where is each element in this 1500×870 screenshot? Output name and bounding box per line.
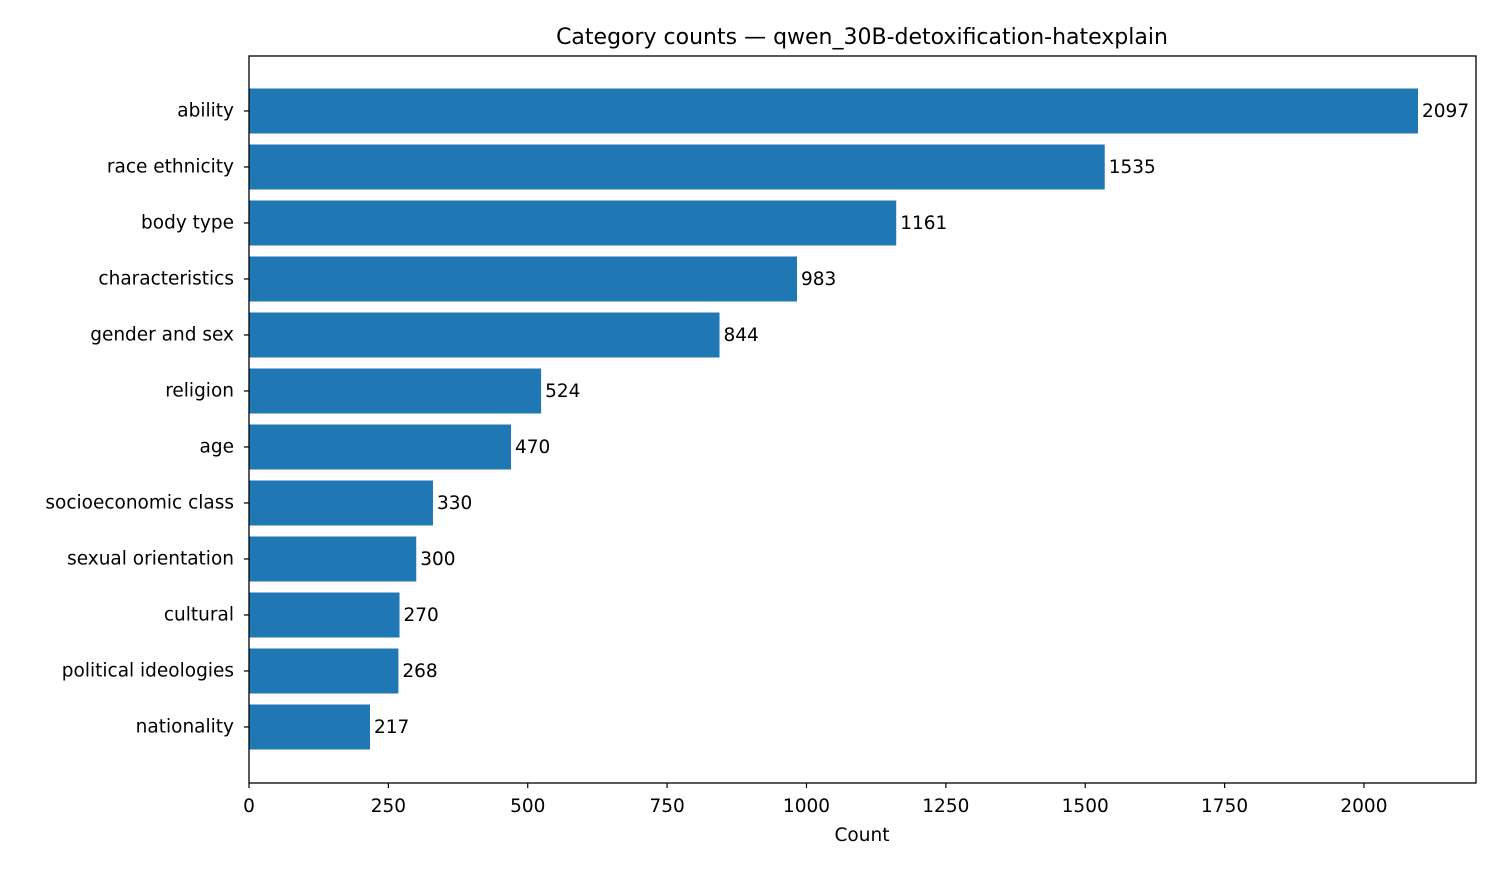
- bar-value-label: 524: [545, 381, 580, 402]
- y-tick-label: age: [200, 437, 234, 458]
- bar-value-label: 470: [515, 437, 550, 458]
- bar-value-label: 2097: [1422, 101, 1469, 122]
- plot-frame: [248, 55, 1477, 784]
- x-tick-label: 2000: [1340, 796, 1387, 817]
- bar-value-label: 1535: [1109, 157, 1156, 178]
- y-tick-label: ability: [177, 101, 234, 122]
- y-tick-label: political ideologies: [62, 661, 234, 682]
- y-tick-label: gender and sex: [90, 325, 234, 346]
- x-tick-label: 0: [243, 796, 255, 817]
- bar-labels-group: 2097 1535 1161 983 844 524 470 330 300 270 268 217: [374, 101, 1469, 738]
- x-tick-label: 250: [371, 796, 406, 817]
- chart-title: Category counts — qwen_30B-detoxificatio…: [556, 25, 1168, 50]
- bar-value-label: 844: [724, 325, 759, 346]
- bar-value-label: 270: [404, 605, 439, 626]
- bar: [249, 592, 400, 638]
- bar: [249, 480, 433, 526]
- bar: [249, 88, 1419, 134]
- bar: [249, 368, 542, 414]
- x-tick-label: 500: [510, 796, 545, 817]
- x-tick-label: 1000: [783, 796, 830, 817]
- y-tick-label: sexual orientation: [67, 549, 234, 570]
- x-axis-ticks: 0 250 500 750 1000 1250 1500 1750 2000: [243, 783, 1387, 817]
- bar: [249, 648, 399, 694]
- x-tick-label: 1750: [1201, 796, 1248, 817]
- y-tick-label: socioeconomic class: [45, 493, 234, 514]
- bar-value-label: 217: [374, 717, 409, 738]
- y-tick-label: body type: [141, 213, 234, 234]
- y-tick-label: religion: [165, 381, 234, 402]
- x-tick-label: 750: [649, 796, 684, 817]
- y-tick-label: characteristics: [98, 269, 234, 290]
- bar-value-label: 983: [801, 269, 836, 290]
- bar-value-label: 268: [402, 661, 437, 682]
- bar: [249, 144, 1105, 190]
- bar-value-label: 1161: [900, 213, 947, 234]
- y-tick-label: race ethnicity: [107, 157, 234, 178]
- bar: [249, 200, 897, 246]
- bar: [249, 312, 720, 358]
- y-axis-ticks: ability race ethnicity body type characteri…: [45, 101, 249, 738]
- x-tick-label: 1500: [1062, 796, 1109, 817]
- x-axis-label: Count: [835, 825, 890, 846]
- bar: [249, 424, 512, 470]
- bar-value-label: 300: [420, 549, 455, 570]
- bar: [249, 704, 370, 750]
- bar: [249, 536, 417, 582]
- bar: [249, 256, 797, 302]
- y-tick-label: cultural: [164, 605, 234, 626]
- x-tick-label: 1250: [922, 796, 969, 817]
- y-tick-label: nationality: [136, 717, 234, 738]
- bar-value-label: 330: [437, 493, 472, 514]
- bars-group: [249, 88, 1419, 750]
